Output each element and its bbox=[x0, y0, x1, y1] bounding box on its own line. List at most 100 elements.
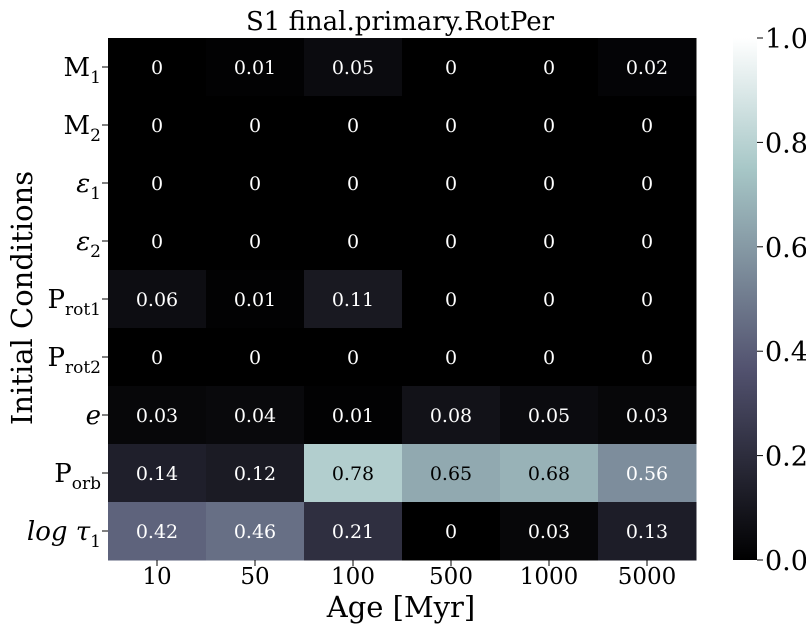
cell-value-label: 0.21 bbox=[332, 521, 374, 543]
cell-value-label: 0 bbox=[347, 173, 359, 195]
colorbar-tick-label: 0.8 bbox=[765, 128, 806, 159]
x-tick-label: 5000 bbox=[618, 564, 677, 590]
y-tick-label-base: ε bbox=[76, 227, 90, 257]
heatmap-cell bbox=[500, 444, 599, 503]
cell-value-label: 0 bbox=[641, 231, 653, 253]
heatmap-cell bbox=[598, 328, 697, 387]
cell-value-label: 0.03 bbox=[626, 405, 668, 427]
cell-value-label: 0 bbox=[641, 347, 653, 369]
heatmap-cell bbox=[108, 386, 207, 445]
y-tick-label: log τ1 bbox=[27, 517, 101, 552]
cell-value-label: 0 bbox=[445, 347, 457, 369]
cell-value-label: 0.46 bbox=[234, 521, 276, 543]
y-tick-label: Prot1 bbox=[47, 285, 101, 320]
cell-value-label: 0.08 bbox=[430, 405, 472, 427]
cell-value-label: 0.05 bbox=[332, 57, 374, 79]
heatmap-cell bbox=[500, 270, 599, 329]
y-tick-label-base: P bbox=[47, 285, 65, 315]
cell-value-label: 0 bbox=[347, 115, 359, 137]
heatmap-cell bbox=[108, 38, 207, 97]
colorbar-tick-label: 0.0 bbox=[765, 546, 806, 577]
y-tick-label-base: M bbox=[64, 53, 91, 83]
cell-value-label: 0 bbox=[641, 115, 653, 137]
cell-value-label: 0.01 bbox=[234, 57, 276, 79]
y-tick-label-subscript: rot1 bbox=[65, 300, 101, 320]
x-tick-labels: 10 50 100 500 1000 5000 bbox=[142, 560, 676, 590]
heatmap-cell bbox=[402, 154, 501, 213]
cell-value-label: 0 bbox=[543, 173, 555, 195]
cell-value-label: 0 bbox=[445, 173, 457, 195]
cell-value-label: 0 bbox=[445, 289, 457, 311]
cell-value-label: 0.14 bbox=[136, 463, 178, 485]
x-tick-label: 50 bbox=[240, 564, 269, 590]
cell-value-label: 0.01 bbox=[332, 405, 374, 427]
heatmap-cell bbox=[402, 444, 501, 503]
y-tick-label-subscript: rot2 bbox=[65, 358, 101, 378]
y-tick-label-subscript: 2 bbox=[90, 242, 101, 262]
cell-value-label: 0.68 bbox=[528, 463, 570, 485]
heatmap-cell bbox=[304, 444, 403, 503]
heatmap-cell bbox=[402, 328, 501, 387]
heatmap-cell bbox=[108, 444, 207, 503]
cell-value-label: 0 bbox=[543, 231, 555, 253]
heatmap-cell bbox=[500, 212, 599, 271]
y-tick-label-base: P bbox=[47, 343, 65, 373]
heatmap-cell bbox=[206, 212, 305, 271]
heatmap-cell bbox=[304, 154, 403, 213]
y-tick-label-base: log τ bbox=[27, 517, 91, 547]
cell-value-label: 0.13 bbox=[626, 521, 668, 543]
cell-value-label: 0.78 bbox=[332, 463, 374, 485]
heatmap-cell bbox=[206, 386, 305, 445]
heatmap-cell bbox=[598, 212, 697, 271]
colorbar-tick-label: 0.4 bbox=[765, 337, 806, 368]
y-tick-label-base: M bbox=[64, 111, 91, 141]
heatmap-cell bbox=[108, 96, 207, 155]
x-tick-label: 500 bbox=[429, 564, 473, 590]
cell-value-label: 0 bbox=[151, 347, 163, 369]
y-tick-label: M2 bbox=[64, 111, 101, 146]
heatmap-cell bbox=[206, 96, 305, 155]
heatmap-cell bbox=[402, 38, 501, 97]
cell-value-label: 0.56 bbox=[626, 463, 668, 485]
y-tick-label-base: ε bbox=[76, 169, 90, 199]
cell-value-label: 0 bbox=[543, 115, 555, 137]
heatmap-cell bbox=[108, 328, 207, 387]
cell-value-label: 0.11 bbox=[332, 289, 374, 311]
colorbar-tick-label: 0.6 bbox=[765, 233, 806, 264]
cell-value-label: 0 bbox=[151, 57, 163, 79]
cell-value-label: 0 bbox=[151, 115, 163, 137]
y-tick-label-base: P bbox=[54, 459, 72, 489]
cell-value-label: 0 bbox=[249, 173, 261, 195]
y-tick-label-subscript: 1 bbox=[90, 68, 101, 88]
heatmap-cell bbox=[598, 444, 697, 503]
heatmap-cell bbox=[500, 386, 599, 445]
cell-value-label: 0.42 bbox=[136, 521, 178, 543]
heatmap-cell bbox=[206, 38, 305, 97]
y-tick-label-subscript: orb bbox=[72, 474, 101, 494]
cell-value-label: 0 bbox=[249, 115, 261, 137]
x-tick-label: 10 bbox=[142, 564, 171, 590]
cell-value-label: 0 bbox=[543, 347, 555, 369]
cell-value-label: 0.01 bbox=[234, 289, 276, 311]
y-tick-label: Porb bbox=[54, 459, 101, 494]
y-tick-label: M1 bbox=[64, 53, 101, 88]
heatmap-cell bbox=[402, 212, 501, 271]
cell-value-label: 0.03 bbox=[136, 405, 178, 427]
heatmap-cell bbox=[500, 154, 599, 213]
y-tick-label-subscript: 1 bbox=[90, 532, 101, 552]
heatmap-cell bbox=[598, 270, 697, 329]
heatmap-cell bbox=[206, 502, 305, 561]
x-tick-label: 100 bbox=[331, 564, 375, 590]
y-tick-label: ε1 bbox=[76, 169, 101, 204]
y-tick-label: Prot2 bbox=[47, 343, 101, 378]
colorbar-tick-label: 1.0 bbox=[765, 24, 806, 55]
heatmap-cell bbox=[108, 502, 207, 561]
heatmap-cell-labels: 0 0.01 0.05 0 0 0.02 0 0 0 0 0 0 0 0 0 0 0 0 0 0 0 0 0 0 0.06 0.0… bbox=[136, 57, 668, 543]
cell-value-label: 0.12 bbox=[234, 463, 276, 485]
heatmap-cell bbox=[500, 328, 599, 387]
cell-value-label: 0.02 bbox=[626, 57, 668, 79]
heatmap-cell bbox=[304, 38, 403, 97]
y-tick-label: ε2 bbox=[76, 227, 101, 262]
heatmap-cell bbox=[500, 38, 599, 97]
